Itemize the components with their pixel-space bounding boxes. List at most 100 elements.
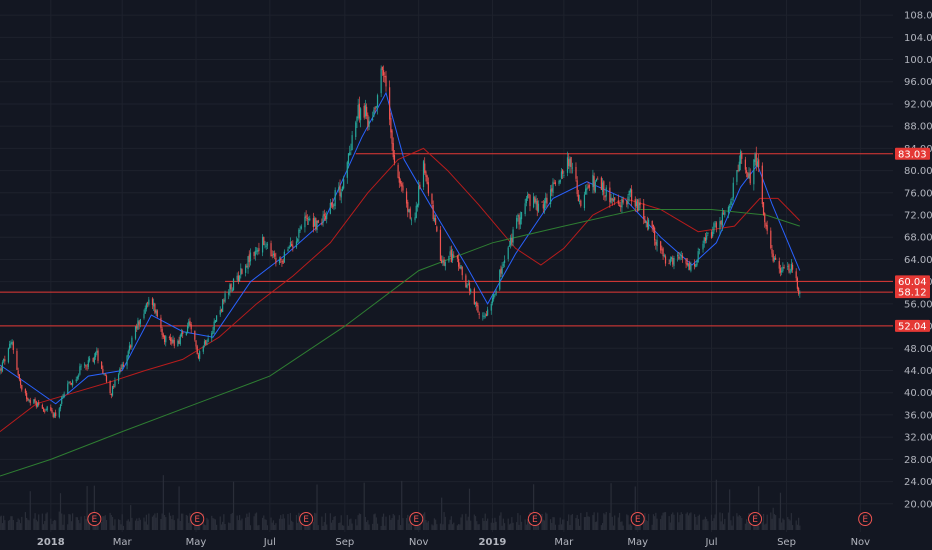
candle-body — [468, 282, 471, 291]
candle-body — [87, 360, 89, 367]
volume-bar — [499, 515, 501, 530]
candle-body — [280, 258, 282, 260]
volume-bar — [355, 519, 357, 530]
candle-body — [211, 333, 213, 339]
candle-body — [7, 348, 10, 363]
candle-body — [314, 218, 316, 227]
candle-body — [162, 334, 164, 337]
candle-body — [196, 346, 198, 354]
volume-bar — [289, 513, 292, 530]
volume-bar — [163, 515, 166, 530]
candle-body — [737, 170, 739, 171]
volume-bar — [316, 484, 318, 530]
candle-body — [672, 258, 674, 265]
horizontal-levels — [0, 153, 893, 327]
candle-body — [563, 175, 565, 176]
candle-body — [12, 342, 14, 351]
level-tag-label: 52.04 — [898, 321, 927, 332]
candle-body — [291, 244, 293, 246]
candle-body — [520, 212, 523, 220]
candle-body — [579, 200, 581, 202]
volume-bar — [122, 525, 125, 530]
candle-body — [789, 270, 791, 273]
volume-bar — [470, 520, 472, 530]
volume-bar — [59, 493, 62, 530]
volume-bar — [69, 514, 71, 530]
volume-bar — [620, 521, 622, 530]
price-tick-label: 44.00 — [904, 366, 932, 377]
candle-body — [679, 257, 681, 259]
candle-body — [543, 201, 546, 210]
volume-bar — [680, 512, 682, 530]
volume-bar — [577, 518, 579, 530]
volume-bar — [206, 517, 208, 530]
candle-body — [330, 202, 333, 205]
candle-body — [35, 401, 37, 407]
volume-bar — [614, 515, 616, 530]
earnings-marker[interactable]: E — [190, 512, 205, 526]
earnings-marker[interactable]: E — [299, 512, 314, 526]
candle-body — [0, 368, 2, 371]
volume-bar — [724, 518, 726, 530]
earnings-marker[interactable]: E — [409, 512, 424, 526]
candle-body — [88, 358, 91, 361]
level-tag — [895, 275, 930, 288]
candle-body — [261, 237, 264, 253]
candle-body — [78, 375, 80, 377]
candle-body — [787, 266, 789, 267]
candle-body — [566, 157, 569, 173]
volume-bar — [219, 516, 221, 530]
candle-body — [524, 203, 526, 215]
candle-body — [761, 165, 763, 205]
earnings-marker[interactable]: E — [527, 512, 542, 526]
candle-body — [594, 181, 596, 192]
volume-bar — [644, 513, 646, 530]
volume-bar — [588, 516, 590, 530]
candle-body — [453, 255, 455, 257]
candle-body — [33, 399, 35, 404]
level-tag — [895, 286, 930, 299]
candle-body — [231, 289, 233, 291]
volume-bar — [512, 522, 514, 530]
candle-body — [570, 157, 572, 167]
volume-bar — [305, 524, 307, 530]
candle-body — [11, 341, 13, 344]
volume-bar — [374, 513, 376, 530]
candle-body — [744, 159, 746, 170]
volume-bar — [670, 514, 673, 530]
volume-bar — [502, 518, 504, 530]
candle-body — [753, 159, 755, 185]
candle-body — [612, 199, 615, 202]
candle-body — [224, 293, 226, 302]
candle-body — [148, 299, 150, 305]
candle-body — [287, 249, 289, 251]
candle-body — [536, 200, 538, 211]
candle-body — [376, 95, 379, 107]
candle-body — [34, 398, 36, 402]
candle-body — [511, 238, 513, 243]
volume-bar — [84, 515, 86, 530]
volume-bar — [282, 514, 284, 530]
volume-bar — [449, 519, 451, 530]
volume-bar — [207, 519, 209, 530]
candle-body — [638, 202, 640, 211]
candle-body — [42, 408, 45, 412]
earnings-marker[interactable]: E — [858, 512, 873, 526]
earnings-marker[interactable]: E — [630, 512, 645, 526]
candle-body — [1, 362, 4, 372]
candle-body — [782, 266, 784, 272]
volume-bar — [782, 518, 784, 530]
earnings-marker[interactable]: E — [748, 512, 763, 526]
candle-body — [307, 218, 310, 220]
volume-bar — [738, 515, 740, 530]
volume-bar — [338, 522, 340, 530]
candle-body — [68, 382, 70, 384]
time-tick-label: Nov — [409, 537, 429, 548]
candle-body — [422, 161, 425, 187]
earnings-marker[interactable]: E — [87, 512, 102, 526]
volume-bar — [508, 524, 511, 530]
volume-bar — [334, 516, 336, 530]
candle-body — [451, 253, 454, 261]
candle-body — [707, 232, 709, 234]
